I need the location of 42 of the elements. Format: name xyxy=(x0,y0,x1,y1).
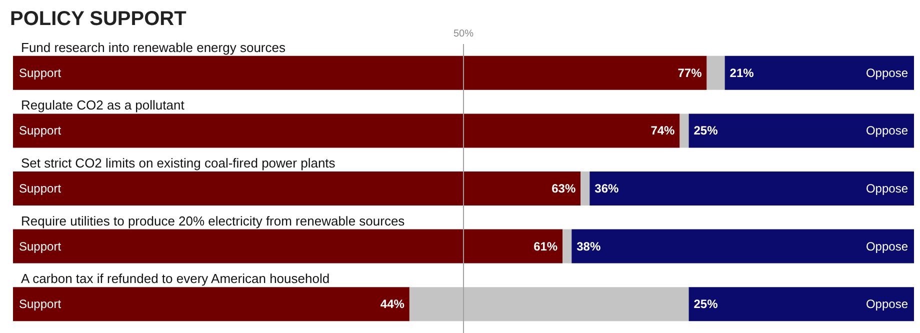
bar xyxy=(13,114,680,148)
y-tick-label: Require utilities to produce 20% electricity from renewable sources xyxy=(21,213,406,228)
bar xyxy=(590,172,914,206)
bar xyxy=(13,172,581,206)
data-label: 74% xyxy=(650,124,676,138)
text: Support xyxy=(19,124,62,138)
text: Support xyxy=(19,182,62,196)
bar xyxy=(13,56,707,90)
data-label: 77% xyxy=(678,66,702,80)
data-label: 38% xyxy=(576,239,601,254)
text: Oppose xyxy=(866,124,908,138)
data-label: 44% xyxy=(380,297,405,312)
data-label: 61% xyxy=(534,239,558,254)
y-tick-label: Set strict CO2 limits on existing coal-fired power plants xyxy=(21,156,336,170)
bar xyxy=(409,287,689,322)
data-label: 21% xyxy=(730,66,754,80)
bar xyxy=(580,172,590,206)
y-tick-label: Fund research into renewable energy sources xyxy=(21,40,286,55)
bar xyxy=(572,229,914,264)
bar xyxy=(688,114,914,148)
y-tick-label: Regulate CO2 as a pollutant xyxy=(21,98,185,113)
bar xyxy=(688,287,914,322)
data-label: 63% xyxy=(552,182,576,196)
bar xyxy=(13,229,563,264)
y-tick-label: A carbon tax if refunded to every American household xyxy=(21,271,330,286)
bar xyxy=(724,56,914,90)
bar xyxy=(706,56,725,90)
ref-line-label: 50% xyxy=(453,28,474,40)
text: Support xyxy=(19,297,62,312)
text: Oppose xyxy=(866,239,908,254)
bar xyxy=(562,229,572,264)
data-label: 25% xyxy=(694,124,718,138)
data-label: 36% xyxy=(594,182,619,196)
chart-title: POLICY SUPPORT xyxy=(10,8,186,30)
text: Oppose xyxy=(866,182,908,196)
series-label: Oppose xyxy=(866,66,908,80)
bar xyxy=(680,114,689,148)
text: Support xyxy=(19,239,62,254)
series-label: Support xyxy=(19,66,62,80)
text: Oppose xyxy=(866,297,908,312)
data-label: 25% xyxy=(694,297,718,312)
bar xyxy=(13,287,410,322)
